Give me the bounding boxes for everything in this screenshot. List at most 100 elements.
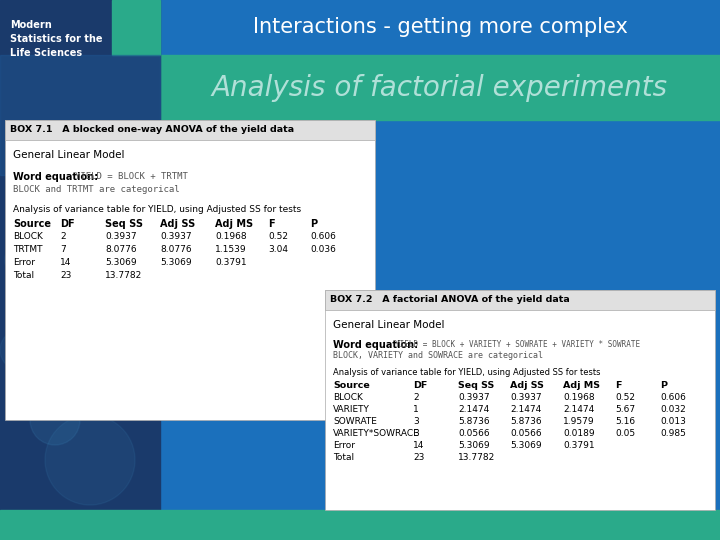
Text: Adj SS: Adj SS	[510, 381, 544, 390]
Text: P: P	[660, 381, 667, 390]
Bar	[325, 290, 715, 310]
Text: 0.0189: 0.0189	[563, 429, 595, 438]
Circle shape	[30, 395, 80, 445]
Text: 5.8736: 5.8736	[510, 417, 541, 426]
Text: BOX 7.1   A blocked one-way ANOVA of the yield data: BOX 7.1 A blocked one-way ANOVA of the y…	[10, 125, 294, 134]
Circle shape	[5, 230, 65, 290]
Text: 0.0566: 0.0566	[458, 429, 490, 438]
Circle shape	[0, 330, 40, 370]
Bar	[5, 120, 375, 420]
Text: BLOCK and TRTMT are categorical: BLOCK and TRTMT are categorical	[13, 185, 179, 194]
Text: 0.985: 0.985	[660, 429, 686, 438]
Text: 0.3937: 0.3937	[458, 393, 490, 402]
Text: 0.3791: 0.3791	[215, 258, 247, 267]
Text: 5.16: 5.16	[615, 417, 635, 426]
Text: 5.3069: 5.3069	[105, 258, 137, 267]
Text: 23: 23	[60, 271, 71, 280]
Text: 0.013: 0.013	[660, 417, 686, 426]
Text: DF: DF	[60, 219, 75, 229]
Text: 0.3791: 0.3791	[563, 441, 595, 450]
Text: F: F	[268, 219, 274, 229]
Text: 5.3069: 5.3069	[160, 258, 192, 267]
Text: Adj MS: Adj MS	[563, 381, 600, 390]
Text: 13.7782: 13.7782	[458, 453, 495, 462]
Text: General Linear Model: General Linear Model	[13, 150, 125, 160]
Text: 3: 3	[413, 417, 419, 426]
Text: VARIETY*SOWRACE: VARIETY*SOWRACE	[333, 429, 420, 438]
Text: Interactions - getting more complex: Interactions - getting more complex	[253, 17, 627, 37]
Text: 2.1474: 2.1474	[510, 405, 541, 414]
Text: 1.9579: 1.9579	[563, 417, 595, 426]
Bar	[160, 55, 720, 120]
Circle shape	[10, 240, 130, 360]
Text: 13.7782: 13.7782	[105, 271, 143, 280]
Text: Modern
Statistics for the
Life Sciences: Modern Statistics for the Life Sciences	[10, 20, 102, 58]
Text: 5.8736: 5.8736	[458, 417, 490, 426]
Bar	[112, 0, 160, 55]
Text: 7: 7	[60, 245, 66, 254]
Text: Analysis of variance table for YIELD, using Adjusted SS for tests: Analysis of variance table for YIELD, us…	[13, 205, 301, 214]
Text: Source: Source	[333, 381, 370, 390]
Text: F: F	[615, 381, 621, 390]
Text: 14: 14	[413, 441, 424, 450]
Text: 8.0776: 8.0776	[160, 245, 192, 254]
Text: General Linear Model: General Linear Model	[333, 320, 444, 330]
Text: 0.3937: 0.3937	[105, 232, 137, 241]
Text: 2: 2	[413, 393, 418, 402]
Circle shape	[85, 335, 155, 405]
Circle shape	[60, 180, 140, 260]
Text: BLOCK: BLOCK	[13, 232, 43, 241]
Text: Analysis of factorial experiments: Analysis of factorial experiments	[212, 74, 668, 102]
Text: 5.3069: 5.3069	[510, 441, 541, 450]
Text: 23: 23	[413, 453, 424, 462]
Text: 0.0566: 0.0566	[510, 429, 541, 438]
Text: 0.05: 0.05	[615, 429, 635, 438]
Text: 0.3937: 0.3937	[160, 232, 192, 241]
Text: 3: 3	[413, 429, 419, 438]
Bar	[5, 120, 375, 140]
Text: Analysis of variance table for YIELD, using Adjusted SS for tests: Analysis of variance table for YIELD, us…	[333, 368, 600, 377]
Text: 0.52: 0.52	[268, 232, 288, 241]
Text: DF: DF	[413, 381, 428, 390]
Text: 0.606: 0.606	[310, 232, 336, 241]
Text: 3.04: 3.04	[268, 245, 288, 254]
Text: Total: Total	[13, 271, 34, 280]
Text: 1.1539: 1.1539	[215, 245, 247, 254]
Text: Adj MS: Adj MS	[215, 219, 253, 229]
Text: 14: 14	[60, 258, 71, 267]
Text: 2.1474: 2.1474	[458, 405, 490, 414]
Text: 0.1968: 0.1968	[563, 393, 595, 402]
Text: 5.67: 5.67	[615, 405, 635, 414]
Text: 2.1474: 2.1474	[563, 405, 594, 414]
Text: 0.1968: 0.1968	[215, 232, 247, 241]
Bar	[0, 55, 160, 175]
Text: SOWRATE: SOWRATE	[333, 417, 377, 426]
Text: Error: Error	[333, 441, 355, 450]
Text: P: P	[310, 219, 317, 229]
Text: 0.606: 0.606	[660, 393, 686, 402]
Text: 0.032: 0.032	[660, 405, 685, 414]
Text: 1: 1	[413, 405, 419, 414]
Text: Adj SS: Adj SS	[160, 219, 195, 229]
Circle shape	[45, 415, 135, 505]
Text: 2: 2	[60, 232, 66, 241]
Text: Error: Error	[13, 258, 35, 267]
Text: Seq SS: Seq SS	[105, 219, 143, 229]
Text: 0.036: 0.036	[310, 245, 336, 254]
Bar	[0, 510, 720, 540]
Bar	[0, 0, 160, 540]
Bar	[325, 290, 715, 510]
Bar	[160, 0, 720, 55]
Text: Word equation:: Word equation:	[333, 340, 418, 350]
Text: YIELD = BLOCK + VARIETY + SOWRATE + VARIETY * SOWRATE: YIELD = BLOCK + VARIETY + SOWRATE + VARI…	[395, 340, 640, 349]
Text: YIELD = BLOCK + TRTMT: YIELD = BLOCK + TRTMT	[75, 172, 188, 181]
Text: 8.0776: 8.0776	[105, 245, 137, 254]
Text: BLOCK, VARIETY and SOWRACE are categorical: BLOCK, VARIETY and SOWRACE are categoric…	[333, 351, 543, 360]
Text: 5.3069: 5.3069	[458, 441, 490, 450]
Text: VARIETY: VARIETY	[333, 405, 370, 414]
Text: Seq SS: Seq SS	[458, 381, 494, 390]
Text: TRTMT: TRTMT	[13, 245, 42, 254]
Text: 0.52: 0.52	[615, 393, 635, 402]
Text: Total: Total	[333, 453, 354, 462]
Text: 0.3937: 0.3937	[510, 393, 541, 402]
